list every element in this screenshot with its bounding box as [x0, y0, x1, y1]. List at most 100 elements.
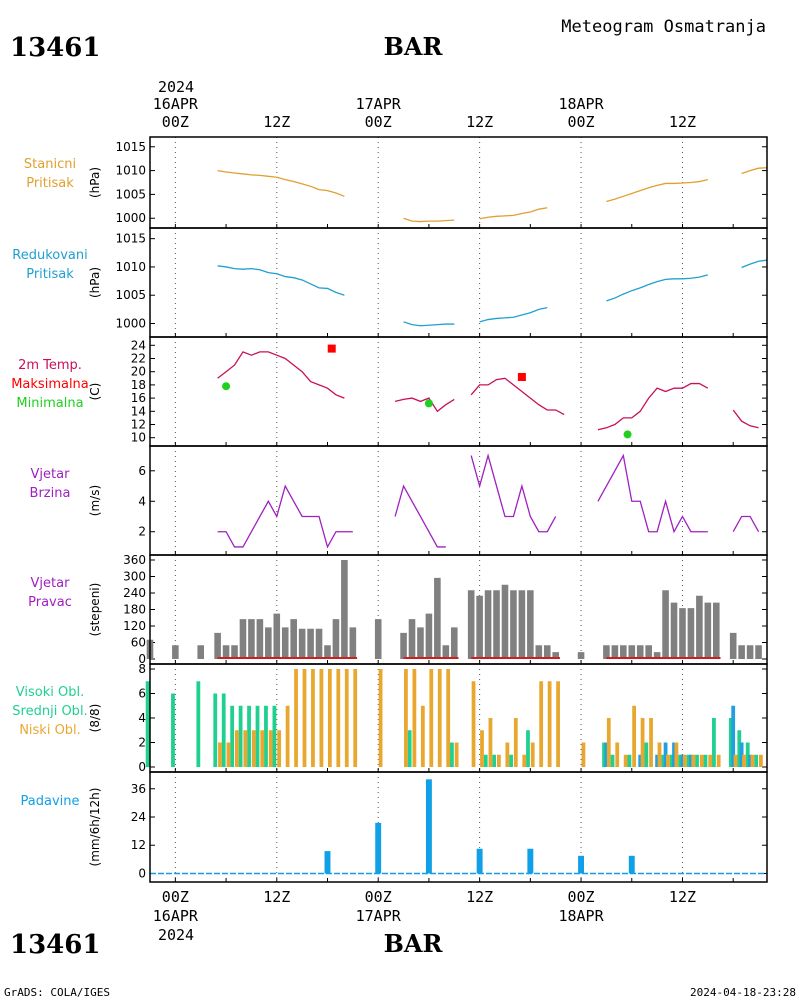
- wind-direction-bar: [670, 602, 678, 659]
- cloud-bar-high: [255, 705, 260, 767]
- cloud-bar-low: [218, 742, 222, 767]
- cloud-bar-high: [171, 693, 175, 767]
- wind-direction-bar: [484, 590, 492, 659]
- panel-temperatura: 2m Temp. Maksimalna Minimalna (C) 1012141618…: [11, 336, 768, 447]
- cloud-bar-high: [703, 754, 708, 767]
- y-tick-label: 12: [131, 838, 146, 852]
- cloud-bar-low: [488, 718, 493, 767]
- wind-direction-bar: [518, 590, 526, 659]
- series-line-stanicni: [741, 167, 768, 175]
- footer-timestamp: 2024-04-18-23:28: [690, 986, 796, 999]
- bottom-hour-label: 12Z: [466, 888, 493, 906]
- wind-direction-bar: [374, 619, 382, 659]
- cloud-bar-low: [759, 754, 763, 767]
- wind-direction-bar: [434, 577, 441, 659]
- cloud-bar-low: [666, 754, 670, 767]
- cloud-bar-low: [742, 754, 746, 767]
- wind-direction-bar: [222, 645, 230, 659]
- cloud-bar-low: [623, 754, 628, 767]
- cloud-bar-high: [526, 730, 530, 767]
- y-tick-label: 6: [138, 464, 146, 478]
- series-line-vjetar_brzina: [470, 453, 557, 533]
- cloud-bar-high: [238, 705, 243, 767]
- cloud-bar-low: [344, 669, 349, 767]
- cloud-bar-high: [745, 742, 750, 767]
- cloud-bar-low: [505, 742, 510, 767]
- bottom-hour-label: 00Z: [568, 888, 595, 906]
- wind-direction-bar: [543, 645, 551, 659]
- wind-direction-bar: [450, 627, 458, 659]
- cloud-bar-low: [471, 681, 476, 767]
- footer-credit: GrADS: COLA/IGES: [4, 986, 110, 999]
- bottom-hour-label: 12Z: [669, 888, 696, 906]
- series-line-redukovani: [403, 321, 455, 327]
- precip-bar: [628, 855, 635, 874]
- panel-unit-label: (m/s): [88, 485, 102, 516]
- top-hour-label: 12Z: [466, 113, 493, 131]
- panel-frame: [149, 227, 768, 338]
- cloud-bar-high: [678, 754, 683, 767]
- cloud-bar-high: [221, 693, 226, 767]
- cloud-bar-high: [450, 742, 454, 767]
- cloud-bar-high: [483, 754, 488, 767]
- cloud-bar-low: [750, 754, 755, 767]
- precip-bar: [527, 848, 534, 874]
- station-id-bottom: 13461: [10, 930, 100, 960]
- wind-direction-bar: [628, 645, 636, 659]
- panel-label: Padavine: [21, 794, 80, 809]
- precip-bar: [425, 779, 432, 874]
- cloud-bar-mid: [604, 742, 609, 767]
- precip-bar: [476, 848, 483, 874]
- wind-direction-bar: [746, 645, 754, 659]
- panel-label: Vjetar: [31, 467, 71, 482]
- cloud-bar-low: [311, 669, 315, 767]
- wind-direction-bar: [425, 613, 433, 659]
- cloud-bar-low: [285, 705, 290, 767]
- wind-direction-bar: [679, 608, 686, 659]
- cloud-bar-high: [686, 754, 691, 767]
- cloud-bar-low: [404, 669, 408, 767]
- cloud-bar-high: [754, 754, 759, 767]
- cloud-bar-low: [682, 754, 687, 767]
- cloud-bar-low: [268, 730, 273, 767]
- cloud-bar-high: [509, 754, 513, 767]
- cloud-bar-mid: [672, 742, 676, 767]
- panel-unit-label: (mm/6h/12h): [88, 788, 102, 867]
- cloud-bar-low: [277, 730, 282, 767]
- place-name-bottom: BAR: [384, 929, 444, 958]
- wind-direction-bar: [704, 602, 712, 659]
- panel-label: Niski Obl.: [19, 723, 81, 738]
- precip-bar: [578, 855, 585, 874]
- wind-direction-bar: [442, 645, 450, 659]
- cloud-bar-low: [615, 742, 620, 767]
- y-tick-label: 12: [131, 418, 146, 432]
- cloud-bar-low: [496, 754, 501, 767]
- bottom-date-label: 16APR: [153, 907, 199, 925]
- cloud-bar-high: [264, 705, 268, 767]
- series-line-vjetar_brzina: [394, 484, 446, 548]
- cloud-bar-low: [420, 705, 425, 767]
- bottom-hour-label: 00Z: [365, 888, 392, 906]
- y-tick-label: 24: [131, 338, 146, 352]
- y-tick-label: 10: [131, 431, 146, 445]
- cloud-bar-mid: [680, 754, 685, 767]
- wind-direction-bar: [712, 602, 720, 659]
- y-tick-label: 360: [123, 553, 146, 567]
- wind-direction-bar: [214, 632, 221, 659]
- cloud-bar-low: [378, 669, 383, 767]
- panel-label: Pritisak: [26, 176, 74, 191]
- y-tick-label: 4: [138, 711, 146, 725]
- cloud-bar-low: [513, 718, 518, 767]
- bottom-year-label: 2024: [158, 926, 194, 944]
- wind-direction-bar: [687, 608, 695, 659]
- tmin-marker: [424, 399, 433, 408]
- series-line-temperatura: [394, 397, 455, 413]
- wind-direction-bar: [349, 627, 357, 659]
- y-tick-label: 180: [123, 603, 146, 617]
- bottom-date-label: 17APR: [356, 907, 402, 925]
- wind-direction-bar: [552, 652, 559, 659]
- top-hour-label: 00Z: [162, 113, 189, 131]
- y-tick-label: 1015: [115, 232, 146, 246]
- cloud-bar-low: [716, 754, 721, 767]
- cloud-bar-low: [649, 718, 653, 767]
